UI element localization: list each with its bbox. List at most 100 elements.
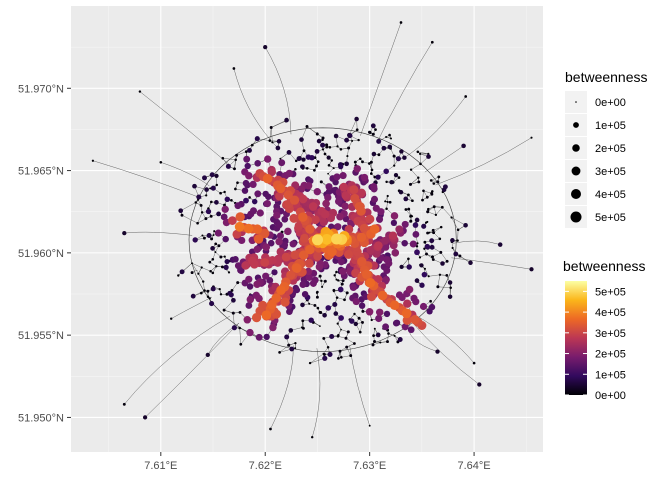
network-node <box>262 173 273 184</box>
network-node <box>313 303 317 307</box>
network-node <box>281 241 289 249</box>
network-node <box>468 260 473 266</box>
x-tick-label: 7.63°E <box>353 460 386 472</box>
network-node <box>232 67 236 70</box>
network-node <box>289 195 300 205</box>
network-node <box>315 295 319 299</box>
network-node <box>412 298 420 306</box>
network-node <box>337 286 344 293</box>
network-node <box>395 156 401 162</box>
size-legend-title: betweenness <box>565 69 648 85</box>
network-node <box>323 279 327 283</box>
network-node <box>408 182 413 186</box>
network-node <box>376 215 384 223</box>
network-node <box>344 137 350 143</box>
network-node <box>318 274 322 278</box>
network-node <box>265 193 272 200</box>
network-node <box>417 176 420 179</box>
y-tick-label: 51.955°N <box>18 330 64 342</box>
network-node <box>220 265 224 269</box>
network-node <box>375 308 384 317</box>
network-node <box>299 137 304 142</box>
network-node <box>260 258 270 267</box>
network-node <box>409 214 413 218</box>
network-node <box>333 311 339 316</box>
network-node <box>236 181 239 184</box>
network-node <box>253 245 261 253</box>
network-node <box>199 203 203 207</box>
y-tick-label: 51.960°N <box>18 248 64 260</box>
network-node <box>419 302 428 311</box>
network-node <box>375 332 381 338</box>
network-node <box>341 279 345 283</box>
network-node <box>297 185 306 193</box>
network-node <box>206 233 212 238</box>
network-node <box>315 164 318 168</box>
network-node <box>262 272 270 280</box>
network-node <box>409 240 417 248</box>
network-node <box>407 207 411 211</box>
size-legend-label: 0e+00 <box>595 97 626 109</box>
network-node <box>241 261 250 270</box>
network-node <box>421 271 428 278</box>
network-node <box>360 173 369 182</box>
network-node <box>390 219 398 227</box>
network-node <box>313 251 323 261</box>
size-legend-dot <box>572 144 580 152</box>
network-node <box>389 300 400 310</box>
network-node <box>319 180 323 184</box>
network-node <box>243 155 251 163</box>
network-node <box>386 200 389 203</box>
network-node <box>401 323 409 331</box>
network-node <box>371 132 375 136</box>
network-node <box>313 188 321 196</box>
network-node <box>430 191 434 195</box>
network-node <box>325 183 333 191</box>
network-node <box>407 257 410 261</box>
network-node <box>261 310 272 321</box>
network-node <box>357 138 360 142</box>
network-node <box>246 295 255 304</box>
network-node <box>458 254 462 258</box>
network-node <box>341 202 349 210</box>
network-node <box>349 283 357 291</box>
network-node <box>296 156 302 162</box>
network-node <box>250 143 254 147</box>
network-node <box>432 182 436 185</box>
network-node <box>286 150 292 155</box>
network-node <box>263 333 270 341</box>
network-node <box>456 239 459 242</box>
network-node <box>436 180 440 184</box>
network-node <box>215 265 218 268</box>
network-node <box>332 167 335 170</box>
network-node <box>369 160 373 164</box>
network-node <box>281 252 291 262</box>
network-node <box>371 151 377 157</box>
network-node <box>398 189 404 195</box>
network-node <box>438 273 442 276</box>
network-node <box>336 145 339 148</box>
network-node <box>242 179 250 187</box>
network-node <box>383 168 389 175</box>
network-node <box>316 306 320 310</box>
network-node <box>429 238 435 244</box>
network-node <box>301 290 309 298</box>
network-node <box>300 302 305 308</box>
network-node <box>373 340 376 343</box>
network-node <box>190 293 196 299</box>
network-node <box>344 224 354 234</box>
network-node <box>324 193 332 202</box>
network-node <box>200 266 203 269</box>
network-node <box>450 238 455 243</box>
network-node <box>449 286 452 289</box>
network-node <box>383 310 391 318</box>
network-node <box>234 262 242 270</box>
network-node <box>384 200 387 203</box>
network-node <box>244 162 251 170</box>
network-node <box>268 139 272 142</box>
network-node <box>301 157 306 162</box>
network-node <box>389 137 393 140</box>
network-node <box>353 165 361 173</box>
network-node <box>407 193 410 197</box>
